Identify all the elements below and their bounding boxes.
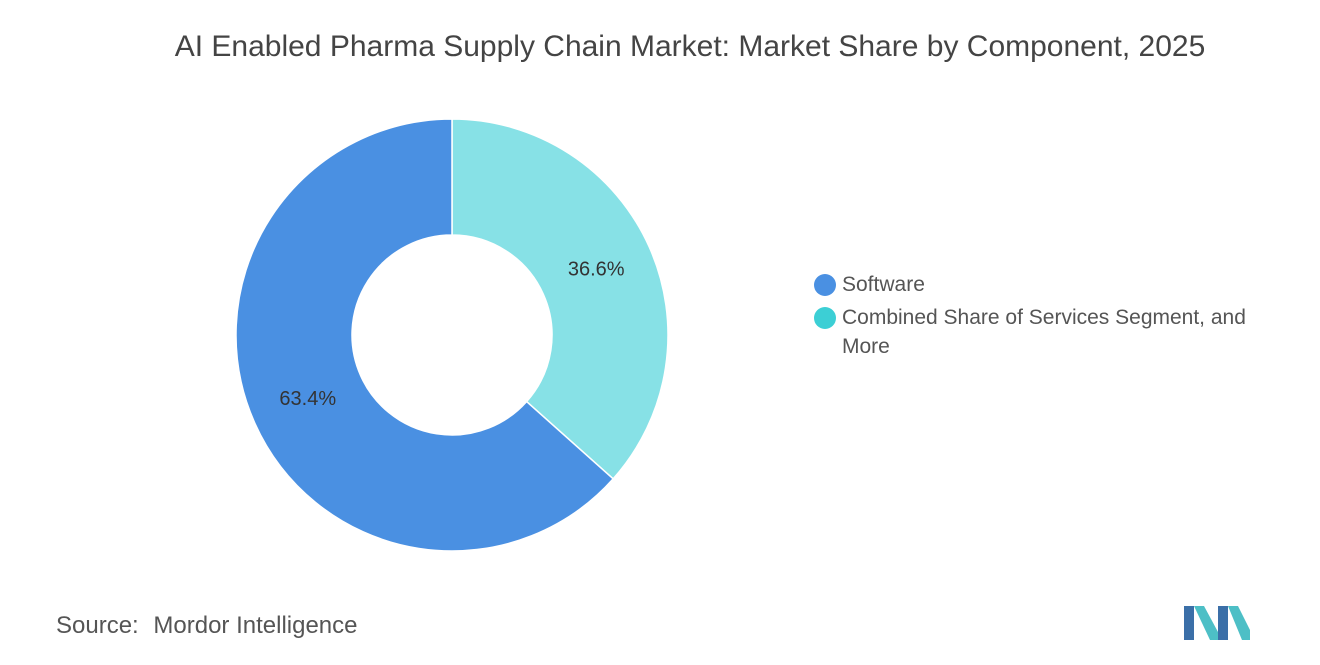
logo-shape-diag2 <box>1228 606 1250 640</box>
legend-label-services: Combined Share of Services Segment, and … <box>842 306 1246 358</box>
legend-swatch-services <box>814 307 836 329</box>
slice-services[interactable] <box>451 118 669 480</box>
data-label-software: 63.4% <box>279 388 336 410</box>
slice-software[interactable] <box>235 118 615 552</box>
source-text: Mordor Intelligence <box>153 612 358 639</box>
chart-title: AI Enabled Pharma Supply Chain Market: M… <box>174 30 1206 63</box>
logo-shape-diag1 <box>1194 606 1218 640</box>
chart-legend: Software Combined Share of Services Segm… <box>814 270 1284 365</box>
source-label: Source: <box>56 612 139 639</box>
legend-swatch-software <box>814 274 836 296</box>
data-label-services: 36.6% <box>568 259 625 281</box>
legend-item-services[interactable]: Combined Share of Services Segment, and … <box>814 303 1284 361</box>
source-footer: Source: Mordor Intelligence <box>56 612 358 640</box>
logo-shape-mid <box>1218 606 1228 640</box>
logo-shape-left <box>1184 606 1194 640</box>
legend-label-software: Software <box>842 273 925 296</box>
legend-item-software[interactable]: Software <box>814 270 1284 299</box>
mordor-intelligence-logo-icon <box>1184 606 1250 640</box>
